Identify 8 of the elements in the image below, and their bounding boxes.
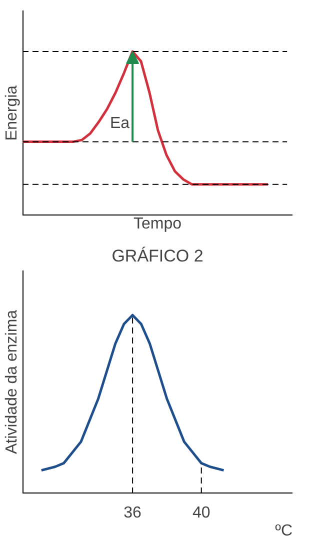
x-axis-title: ºC [275, 522, 293, 540]
chart-title: GRÁFICO 2 [112, 246, 204, 266]
y-axis-title: Atividade da enzima [4, 310, 20, 454]
x-tick-label: 40 [192, 504, 210, 522]
y-axis-title: Energia [4, 85, 20, 141]
x-tick-label: 36 [124, 504, 142, 522]
x-axis-title: Tempo [133, 216, 182, 232]
annotation: Ea [110, 115, 130, 132]
